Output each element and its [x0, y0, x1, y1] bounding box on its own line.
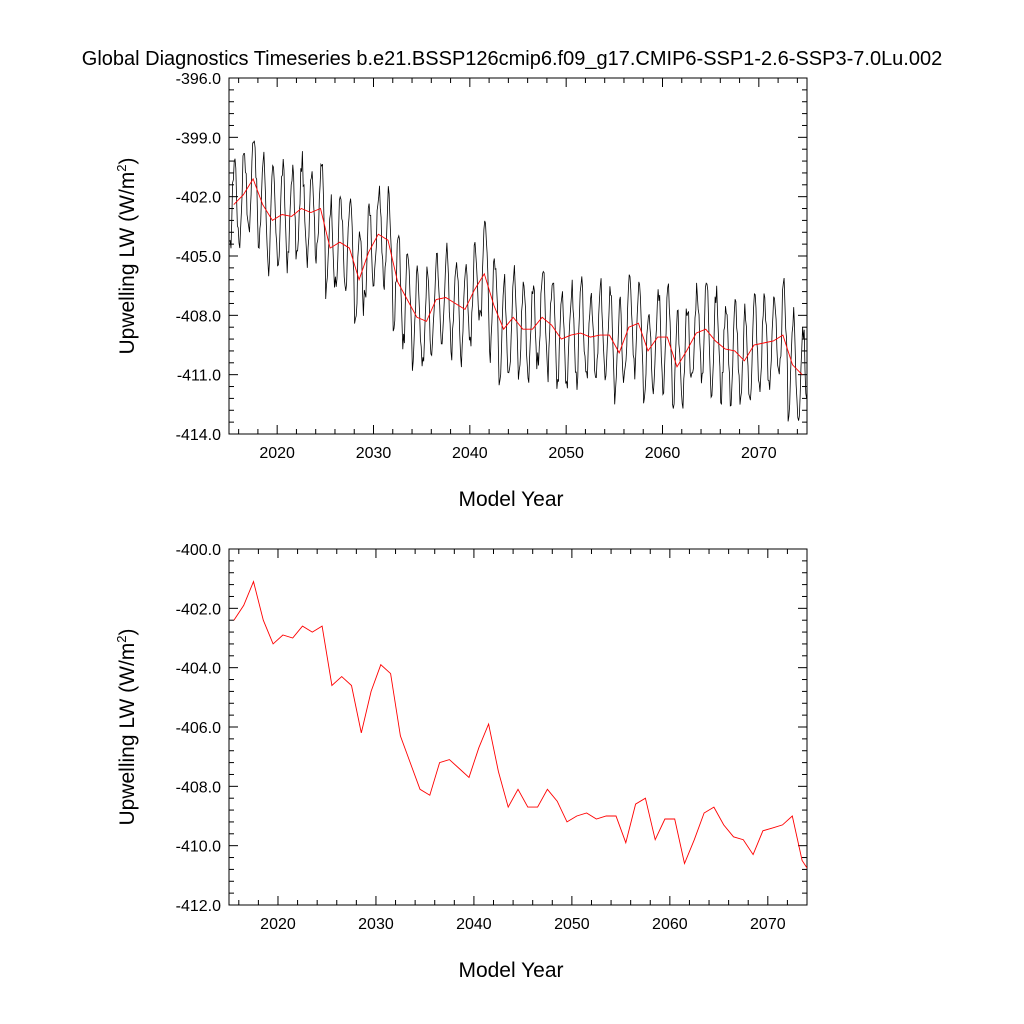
x-tick-label: 2060 [652, 916, 688, 933]
bottom-panel-ylabel-main: Upwelling LW (W/m [116, 643, 139, 826]
y-tick-label: -402.0 [176, 601, 221, 618]
bottom-panel-ylabel-superscript: 2 [114, 635, 129, 642]
y-tick-label: -408.0 [176, 308, 221, 325]
top-panel-plot: 2020 2030 2040 2050 2060 2070 -396.0 -399.0 -402… [114, 71, 808, 511]
bottom-panel-ylabel-suffix: ) [116, 628, 139, 635]
y-tick-label: -411.0 [177, 368, 221, 385]
x-tick-label: 2050 [548, 445, 584, 462]
y-tick-label: -400.0 [176, 542, 221, 559]
y-tick-label: -412.0 [176, 898, 221, 915]
y-tick-label: -410.0 [176, 839, 221, 856]
y-tick-label: -404.0 [176, 661, 221, 678]
y-tick-label: -414.0 [176, 427, 221, 444]
y-tick-label: -396.0 [176, 71, 221, 88]
y-tick-label: -399.0 [176, 130, 221, 147]
annual-series-line [233, 177, 803, 376]
top-panel-tick-labels: 2020 2030 2040 2050 2060 2070 -396.0 -399.0 -402… [176, 71, 777, 462]
x-tick-label: 2020 [260, 916, 296, 933]
monthly-series-line [229, 140, 807, 422]
y-tick-label: -402.0 [176, 190, 221, 207]
top-panel-ylabel-superscript: 2 [114, 164, 129, 171]
top-panel-ylabel-main: Upwelling LW (W/m [116, 172, 139, 355]
figure-title: Global Diagnostics Timeseries b.e21.BSSP… [82, 48, 942, 70]
x-tick-label: 2040 [456, 916, 492, 933]
top-panel-ticks [229, 77, 807, 435]
x-tick-label: 2070 [741, 445, 777, 462]
y-tick-label: -408.0 [176, 779, 221, 796]
x-tick-label: 2040 [452, 445, 488, 462]
bottom-panel-ylabel: Upwelling LW (W/m2) [114, 628, 139, 825]
bottom-panel-xlabel: Model Year [458, 959, 563, 982]
annual-series-line [233, 580, 807, 869]
y-tick-label: -405.0 [176, 249, 221, 266]
top-panel-ylabel-suffix: ) [116, 157, 139, 164]
x-tick-label: 2020 [259, 445, 295, 462]
bottom-panel-tick-labels: 2020 2030 2040 2050 2060 2070 -400.0 -402.0 -404… [176, 542, 786, 933]
bottom-panel-series [233, 580, 807, 869]
top-panel-xlabel: Model Year [458, 488, 563, 511]
x-tick-label: 2050 [554, 916, 590, 933]
x-tick-label: 2030 [356, 445, 392, 462]
bottom-panel-ticks [229, 548, 808, 906]
x-tick-label: 2030 [358, 916, 394, 933]
top-panel-ylabel: Upwelling LW (W/m2) [114, 157, 139, 354]
x-tick-label: 2070 [750, 916, 786, 933]
y-tick-label: -406.0 [176, 720, 221, 737]
x-tick-label: 2060 [645, 445, 681, 462]
bottom-panel-plot: 2020 2030 2040 2050 2060 2070 -400.0 -402.0 -404… [114, 542, 808, 982]
top-panel-series [229, 140, 807, 422]
